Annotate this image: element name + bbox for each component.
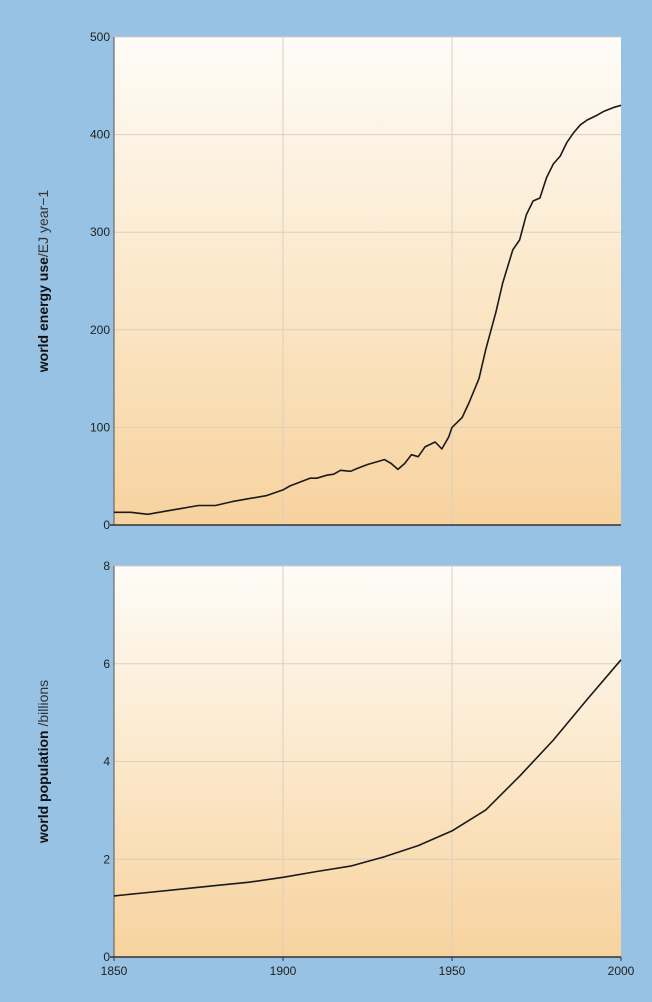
energy-y-axis-title-main: world energy use [35,257,51,373]
population-y-tick-labels: 0 2 4 6 8 [103,559,110,964]
population-y-axis-title: world population /billions [35,680,51,844]
energy-y-tick-label: 400 [90,128,110,142]
population-y-axis-title-main: world population [35,730,51,844]
energy-y-axis-title-unit: /EJ year−1 [35,190,51,258]
energy-y-tick-labels: 0 100 200 300 400 500 [90,30,110,532]
energy-series [114,104,622,516]
energy-y-tick-label: 300 [90,225,110,239]
energy-gridlines [110,36,621,526]
energy-series-line [114,104,622,516]
population-x-tick-labels: 1850 1900 1950 2000 [101,957,635,978]
population-y-tick-label: 0 [103,950,110,964]
population-y-tick-label: 6 [103,657,110,671]
energy-y-tick-label: 0 [103,518,110,532]
energy-plot-area [114,37,621,525]
population-x-tick-label: 1900 [270,964,297,978]
population-x-tick-label: 1850 [101,964,128,978]
energy-y-axis-title: world energy use/EJ year−1 [35,190,51,374]
energy-y-tick-label: 200 [90,323,110,337]
population-y-tick-label: 2 [103,852,110,866]
energy-y-tick-label: 500 [90,30,110,44]
population-y-tick-label: 4 [103,755,110,769]
population-y-tick-label: 8 [103,559,110,573]
energy-y-tick-label: 100 [90,420,110,434]
population-y-axis-title-unit: /billions [35,680,51,731]
population-chart: 0 2 4 6 8 1850 1900 1950 2000 world population … [35,559,635,978]
population-x-tick-label: 2000 [608,964,635,978]
population-gridlines [110,565,621,958]
population-series [113,659,622,897]
population-x-tick-label: 1950 [439,964,466,978]
energy-chart: 0 100 200 300 400 500 world energy use/EJ yea… [35,30,622,532]
population-series-line [113,659,622,897]
